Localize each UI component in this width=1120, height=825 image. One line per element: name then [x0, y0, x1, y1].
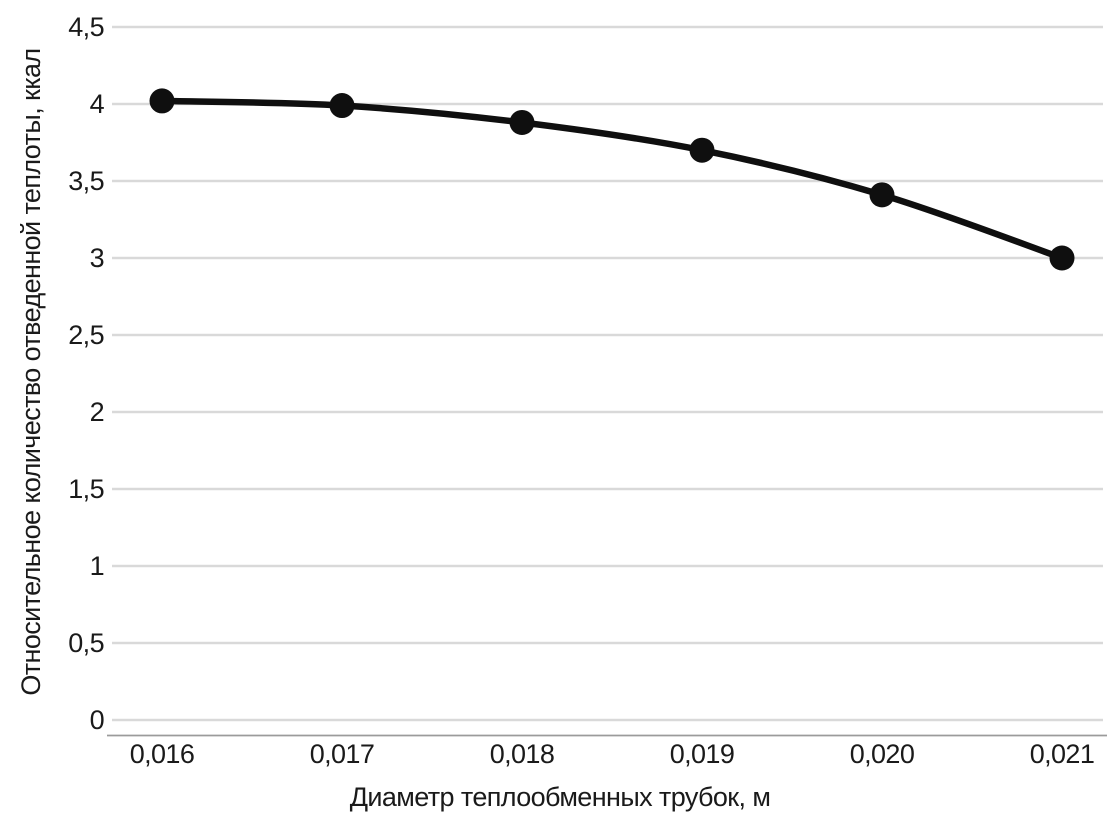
data-line — [158, 97, 1066, 262]
x-tick-label: 0,016 — [130, 739, 195, 769]
data-point — [869, 182, 895, 208]
data-point — [1049, 245, 1075, 271]
y-tick-label: 2 — [90, 397, 104, 427]
y-tick-label: 3,5 — [68, 166, 104, 196]
data-point — [509, 109, 535, 135]
y-tick-label: 0 — [90, 705, 104, 735]
y-tick-label: 1,5 — [68, 474, 104, 504]
y-tick-label: 4 — [90, 89, 105, 119]
data-point — [329, 93, 355, 119]
data-point — [149, 88, 175, 114]
y-axis-title: Относительное количество отведенной тепл… — [16, 48, 46, 696]
y-tick-label: 2,5 — [68, 320, 104, 350]
data-point — [689, 137, 715, 163]
x-axis-title: Диаметр теплообменных трубок, м — [349, 782, 771, 812]
x-tick-label: 0,019 — [670, 739, 735, 769]
x-tick-label: 0,020 — [850, 739, 915, 769]
y-tick-label: 0,5 — [68, 628, 104, 658]
x-tick-label: 0,017 — [310, 739, 375, 769]
y-tick-label: 4,5 — [68, 12, 104, 42]
y-tick-label: 3 — [90, 243, 104, 273]
y-tick-label: 1 — [90, 551, 104, 581]
x-tick-label: 0,021 — [1030, 739, 1095, 769]
x-tick-label: 0,018 — [490, 739, 555, 769]
